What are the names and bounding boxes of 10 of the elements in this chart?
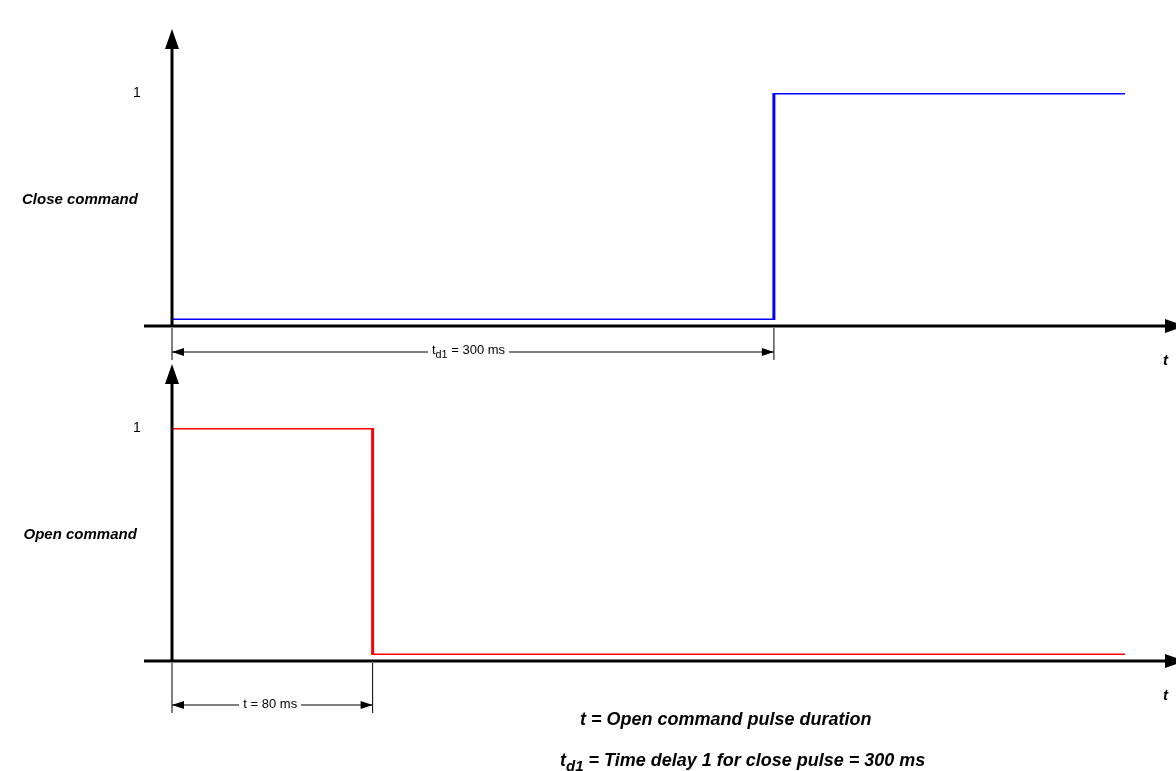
text: 1 <box>133 84 141 100</box>
y-axis-title: Open command <box>23 524 137 542</box>
text: t = 80 ms <box>239 696 302 711</box>
text: t$_{d1}$ = Time delay 1 for close pulse = 300 ms <box>560 749 926 771</box>
x-axis-title: t <box>1163 351 1168 368</box>
text: t$_{d1}$ = 300 ms <box>427 341 510 360</box>
text: 1 <box>133 419 141 435</box>
text: t = Open command pulse duration <box>580 709 872 730</box>
x-axis-title: t <box>1163 686 1168 703</box>
y-axis-title: Close command <box>22 189 138 207</box>
